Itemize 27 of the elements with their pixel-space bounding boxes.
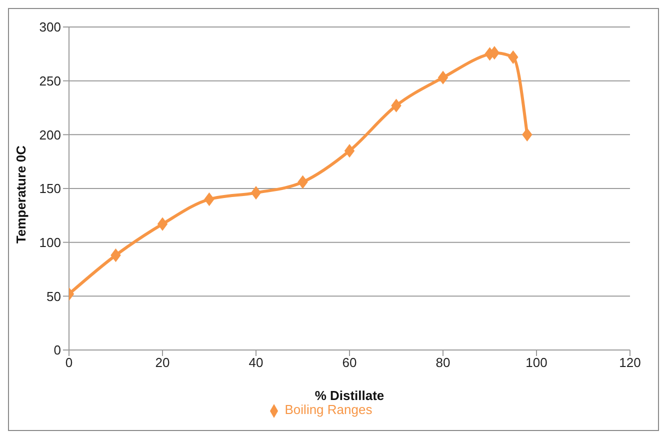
point <box>344 144 354 158</box>
point <box>158 218 168 231</box>
y-tick-label: 100 <box>39 234 61 250</box>
y-tick-label: 200 <box>39 127 61 142</box>
y-axis-title: Temperature 0C <box>14 144 29 244</box>
x-tick-label: 60 <box>342 355 357 370</box>
x-tick-label: 120 <box>619 355 641 370</box>
point <box>391 99 402 112</box>
x-axis-title: % Distillate <box>314 388 384 403</box>
x-tick-label: 100 <box>526 355 548 370</box>
y-tick-label: 150 <box>39 181 61 196</box>
point <box>251 186 261 200</box>
point <box>522 128 532 142</box>
legend-label: Boiling Ranges <box>284 402 372 417</box>
point <box>204 192 214 206</box>
point <box>110 248 121 262</box>
y-tick-label: 50 <box>46 288 61 304</box>
x-tick-label: 40 <box>248 355 264 370</box>
y-tick-label: 250 <box>39 73 61 88</box>
x-tick-label: 80 <box>436 355 450 370</box>
y-tick-label: 0 <box>54 342 61 358</box>
x-tick-label: 0 <box>65 355 73 370</box>
point <box>508 50 518 64</box>
point <box>438 71 448 84</box>
x-tick-label: 20 <box>155 355 170 370</box>
y-tick-label: 300 <box>39 20 61 35</box>
point <box>298 176 308 189</box>
